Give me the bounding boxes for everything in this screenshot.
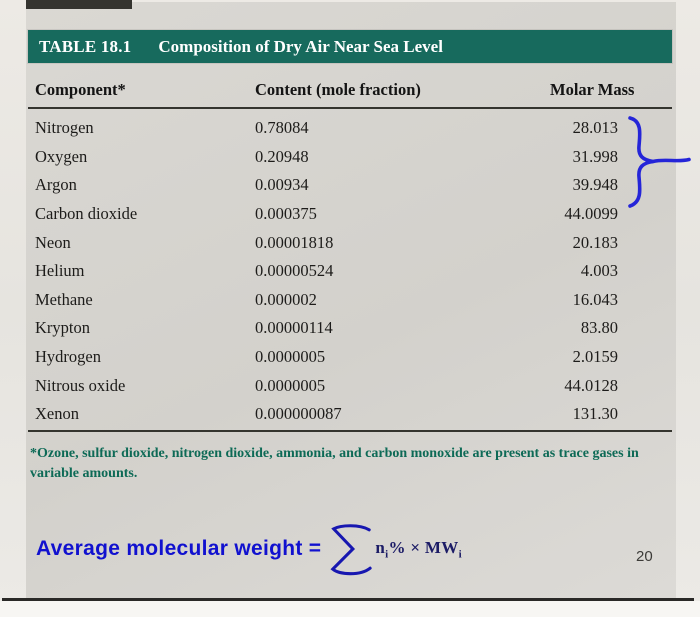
table-row: Neon 0.00001818 20.183: [28, 228, 672, 257]
table-row: Oxygen 0.20948 31.998: [28, 143, 672, 172]
formula-expression: ni% × MWi: [375, 538, 462, 560]
cell-content: 0.000375: [255, 204, 317, 224]
cell-component: Oxygen: [35, 146, 88, 166]
cell-molar-mass: 44.0128: [564, 375, 618, 395]
table-row: Nitrogen 0.78084 28.013: [28, 114, 672, 143]
average-molecular-weight-formula: Average molecular weight = ni% × MWi: [36, 518, 462, 580]
slide-background: [26, 2, 676, 598]
table-row: Argon 0.00934 39.948: [28, 171, 672, 200]
cell-molar-mass: 31.998: [572, 146, 618, 166]
cell-molar-mass: 28.013: [572, 118, 618, 138]
cell-molar-mass: 4.003: [580, 261, 618, 281]
table-column-headers: Component* Content (mole fraction) Molar…: [28, 80, 672, 102]
table-number-label: TABLE 18.1: [39, 36, 132, 56]
curly-brace-icon: [628, 116, 691, 208]
cell-content: 0.20948: [255, 146, 309, 166]
table-row: Methane 0.000002 16.043: [28, 286, 672, 315]
table-row: Hydrogen 0.0000005 2.0159: [28, 343, 672, 372]
cell-component: Argon: [35, 175, 77, 195]
cell-molar-mass: 83.80: [580, 318, 618, 338]
formula-middle: % ×: [388, 537, 421, 557]
cell-component: Hydrogen: [35, 347, 101, 367]
slide-bottom-border: [2, 598, 694, 601]
cell-content: 0.00001818: [255, 232, 334, 252]
cell-component: Carbon dioxide: [35, 204, 138, 224]
cell-component: Nitrogen: [35, 118, 94, 138]
cell-content: 0.0000005: [255, 375, 326, 395]
cell-content: 0.000002: [255, 289, 317, 309]
cell-molar-mass: 2.0159: [572, 347, 618, 367]
table-title-text: Composition of Dry Air Near Sea Level: [158, 36, 443, 56]
table-body: Nitrogen 0.78084 28.013 Oxygen 0.20948 3…: [28, 114, 672, 429]
cell-content: 0.0000005: [255, 347, 326, 367]
cell-molar-mass: 20.183: [572, 232, 618, 252]
cell-molar-mass: 131.30: [572, 404, 618, 424]
table-row: Carbon dioxide 0.000375 44.0099: [28, 200, 672, 229]
cell-content: 0.00000114: [255, 318, 333, 338]
table-row: Xenon 0.000000087 131.30: [28, 400, 672, 429]
cell-component: Nitrous oxide: [35, 375, 126, 395]
column-header-molar-mass: Molar Mass: [550, 80, 635, 99]
cell-component: Neon: [35, 232, 71, 252]
formula-term1-subscript: i: [385, 548, 389, 561]
page-number: 20: [636, 548, 653, 565]
formula-label: Average molecular weight =: [36, 537, 322, 560]
cell-content: 0.000000087: [255, 404, 342, 424]
table-row: Nitrous oxide 0.0000005 44.0128: [28, 371, 672, 400]
table-row: Krypton 0.00000114 83.80: [28, 314, 672, 343]
cell-component: Xenon: [35, 404, 79, 424]
cell-component: Krypton: [35, 318, 90, 338]
cell-molar-mass: 44.0099: [564, 204, 618, 224]
photo-bottom-margin: [0, 601, 700, 617]
cell-content: 0.78084: [255, 118, 309, 138]
table-footnote: *Ozone, sulfur dioxide, nitrogen dioxide…: [30, 446, 639, 481]
formula-term2: MW: [424, 537, 459, 557]
table-top-rule: [28, 107, 672, 109]
summation-sigma-icon: [330, 524, 373, 576]
cell-content: 0.00934: [255, 175, 309, 195]
photo-artifact-strip: [26, 0, 132, 9]
cell-component: Methane: [35, 289, 93, 309]
cell-component: Helium: [35, 261, 85, 281]
cell-content: 0.00000524: [255, 261, 334, 281]
formula-term2-subscript: i: [458, 548, 462, 561]
column-header-component: Component*: [35, 80, 126, 99]
table-title-bar: TABLE 18.1 Composition of Dry Air Near S…: [28, 30, 672, 63]
cell-molar-mass: 16.043: [572, 289, 618, 309]
table-bottom-rule: [28, 430, 672, 432]
formula-term1: n: [375, 537, 386, 557]
cell-molar-mass: 39.948: [572, 175, 618, 195]
column-header-content: Content (mole fraction): [255, 80, 421, 99]
table-row: Helium 0.00000524 4.003: [28, 257, 672, 286]
